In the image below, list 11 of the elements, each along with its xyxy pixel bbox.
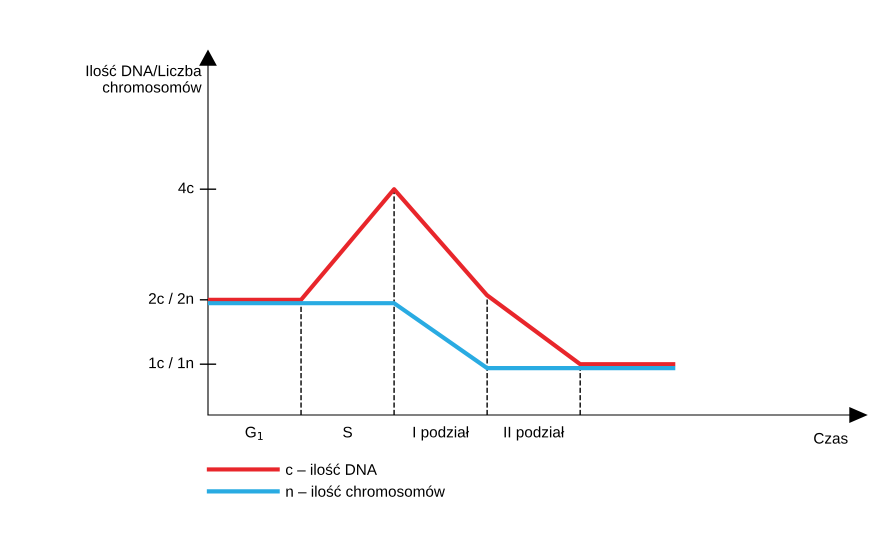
text: G$_{1}$ bbox=[246, 426, 263, 440]
text: S bbox=[343, 426, 352, 438]
annotation: 2c / 2n bbox=[148, 292, 194, 304]
legend-label: n – ilość chromosomów bbox=[286, 485, 445, 497]
annotation: 4c bbox=[178, 182, 194, 194]
text: Czas bbox=[814, 432, 848, 444]
annotation: 1c / 1n bbox=[149, 357, 194, 368]
text: Ilość DNA/Liczba chromosomów bbox=[86, 64, 202, 93]
text: II podział bbox=[504, 426, 564, 441]
legend-label: c – ilość DNA bbox=[286, 464, 377, 475]
text: I podział bbox=[414, 426, 469, 441]
